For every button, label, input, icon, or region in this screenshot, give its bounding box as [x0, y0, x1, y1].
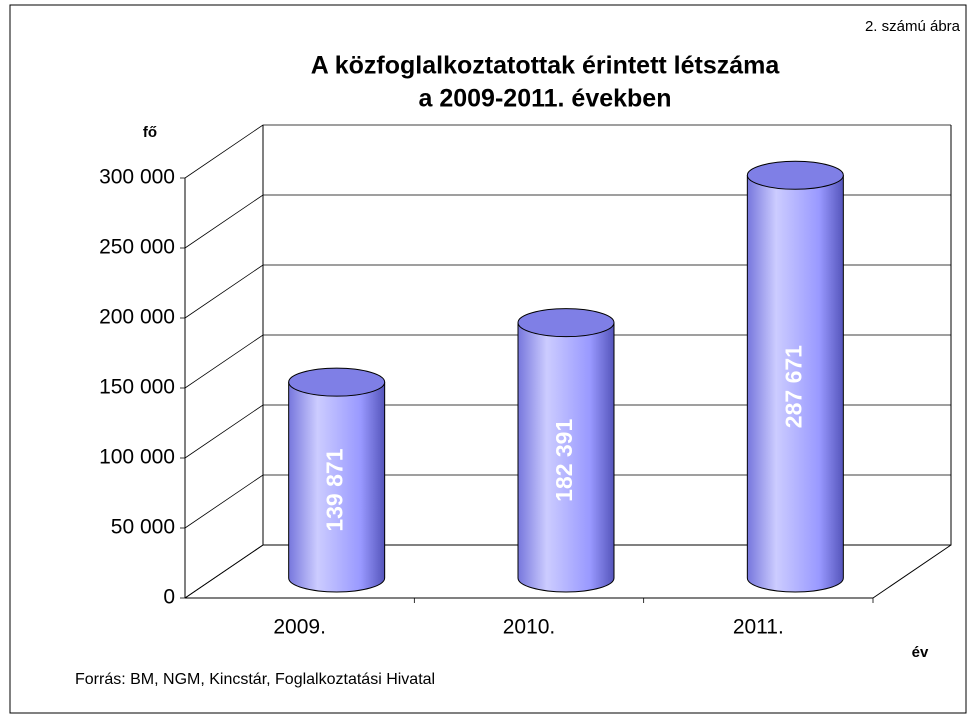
- cylinder-body: [517, 322, 615, 593]
- grid-line: [184, 124, 951, 179]
- x-tick-label: 2009.: [273, 616, 326, 639]
- data-label: 182 391: [551, 419, 577, 502]
- grid-line: [184, 474, 951, 529]
- chart-title: a 2009-2011. években: [419, 85, 672, 113]
- y-tick-label: 50 000: [111, 516, 175, 539]
- y-tick-label: 300 000: [99, 166, 175, 189]
- annotation: 2. számú ábra: [865, 18, 961, 35]
- cylinder-top: [517, 308, 615, 338]
- grid-line: [184, 334, 951, 389]
- grid-line: [184, 264, 951, 319]
- frame: [9, 4, 967, 714]
- y-tick-label: 0: [163, 586, 175, 609]
- cylinder-body: [746, 175, 844, 593]
- y-tick-label: 250 000: [99, 236, 175, 259]
- x-axis-label: év: [912, 644, 929, 661]
- grid-line: [184, 194, 951, 249]
- cylinder-top: [746, 160, 844, 190]
- chart-title: A közfoglalkoztatottak érintett létszáma: [311, 52, 781, 80]
- data-label: 287 671: [780, 345, 806, 428]
- cylinder-body: [288, 382, 386, 593]
- grid-line: [184, 544, 951, 599]
- source: Forrás: BM, NGM, Kincstár, Foglalkoztatá…: [75, 671, 435, 688]
- grid-line: [184, 404, 951, 459]
- y-tick-label: 150 000: [99, 376, 175, 399]
- cylinder-top: [288, 367, 386, 397]
- x-tick-label: 2011.: [733, 616, 784, 639]
- x-tick-label: 2010.: [503, 616, 556, 639]
- y-tick-label: 200 000: [99, 306, 175, 329]
- y-tick-label: 100 000: [99, 446, 175, 469]
- data-label: 139 871: [322, 448, 348, 531]
- y-axis-label: fő: [143, 124, 157, 141]
